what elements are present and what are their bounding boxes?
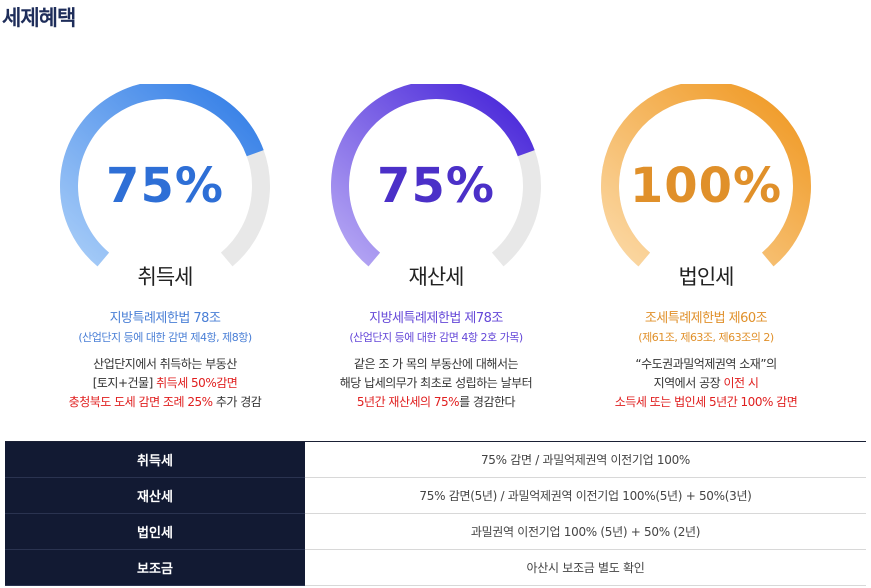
row-value: 75% 감면(5년) / 과밀억제권역 이전기업 100%(5년) + 50%(… [419,489,752,503]
description-text: “수도권과밀억제권역 소재”의 [635,357,777,371]
row-header: 보조금 [5,550,305,586]
description-text: [토지+건물] [92,376,157,390]
description-text: 산업단지에서 취득하는 부동산 [93,357,237,371]
gauge-tax-name: 법인세 [678,265,735,289]
row-value: 아산시 보조금 별도 확인 [526,561,645,575]
description-text: 를 경감한다 [459,395,516,409]
gauge-tax-name: 재산세 [408,265,465,289]
highlight-text: 충청북도 도세 감면 조례 25% [68,395,213,409]
description: 산업단지에서 취득하는 부동산 [토지+건물] 취득세 50%감면 충청북도 도세 … [40,355,290,412]
law-title: 조세특례제한법 제60조 [644,311,768,326]
gauge: 75% 취득세 [40,84,290,289]
description-text: 지역에서 공장 [653,376,724,390]
gauge-progress [60,84,264,267]
description-line: 충청북도 도세 감면 조례 25% 추가 경감 [40,393,290,412]
description-line: 5년간 재산세의 75%를 경감한다 [311,393,561,412]
highlight-text: 취득세 50%감면 [156,376,238,390]
highlight-text: 소득세 또는 법인세 5년간 100% 감면 [614,395,798,409]
page-title: 세제혜택 [2,6,76,30]
row-header: 재산세 [5,478,305,514]
gauge-progress [331,84,535,267]
gauge-ring [601,84,811,267]
law-title: 지방세특례제한법 제78조 [369,311,503,326]
gauge-progress [601,84,811,267]
gauge-ring [331,84,541,267]
law-title: 지방특례제한법 78조 [109,311,221,326]
description-line: 같은 조 가 목의 부동산에 대해서는 [311,355,561,374]
gauge-tax-name: 취득세 [137,265,194,289]
gauge-percent: 100% [629,158,783,214]
gauge-percent: 75% [377,158,495,214]
law-subtitle: (산업단지 등에 대한 감면 제4항, 제8항) [78,331,252,344]
row-header: 취득세 [5,442,305,478]
description-line: “수도권과밀억제권역 소재”의 [581,355,831,374]
gauge: 100% 법인세 [581,84,831,289]
table-row: 재산세 75% 감면(5년) / 과밀억제권역 이전기업 100%(5년) + … [5,478,866,514]
law-subtitle: (산업단지 등에 대한 감면 4항 2호 가목) [349,331,523,344]
law-subtitle: (제61조, 제63조, 제63조의 2) [638,331,774,344]
gauge-ring [60,84,270,267]
table-row: 취득세 75% 감면 / 과밀억제권역 이전기업 100% [5,442,866,478]
description-text: 같은 조 가 목의 부동산에 대해서는 [353,357,519,371]
description-text: 해당 납세의무가 최초로 성립하는 날부터 [339,376,533,390]
tax-card-property: 75% 재산세 지방세특례제한법 제78조 (산업단지 등에 대한 감면 4항 … [311,84,561,412]
description-line: [토지+건물] 취득세 50%감면 [40,374,290,393]
gauge-percent: 75% [106,158,224,214]
row-value: 75% 감면 / 과밀억제권역 이전기업 100% [480,453,691,467]
description-line: 지역에서 공장 이전 시 [581,374,831,393]
benefit-table: 취득세 75% 감면 / 과밀억제권역 이전기업 100% 재산세 75% 감면… [5,441,866,586]
row-value: 과밀권역 이전기업 100% (5년) + 50% (2년) [470,525,701,539]
highlight-text: 이전 시 [723,376,759,390]
table-row: 보조금 아산시 보조금 별도 확인 [5,550,866,586]
gauge: 75% 재산세 [311,84,561,289]
description-line: 산업단지에서 취득하는 부동산 [40,355,290,374]
description-text: 추가 경감 [212,395,262,409]
row-header: 법인세 [5,514,305,550]
description-line: 해당 납세의무가 최초로 성립하는 날부터 [311,374,561,393]
description-line: 소득세 또는 법인세 5년간 100% 감면 [581,393,831,412]
table-row: 법인세 과밀권역 이전기업 100% (5년) + 50% (2년) [5,514,866,550]
highlight-text: 5년간 재산세의 75% [356,395,460,409]
tax-card-acquisition: 75% 취득세 지방특례제한법 78조 (산업단지 등에 대한 감면 제4항, … [40,84,290,412]
tax-card-corporate: 100% 법인세 조세특례제한법 제60조 (제61조, 제63조, 제63조의… [581,84,831,412]
